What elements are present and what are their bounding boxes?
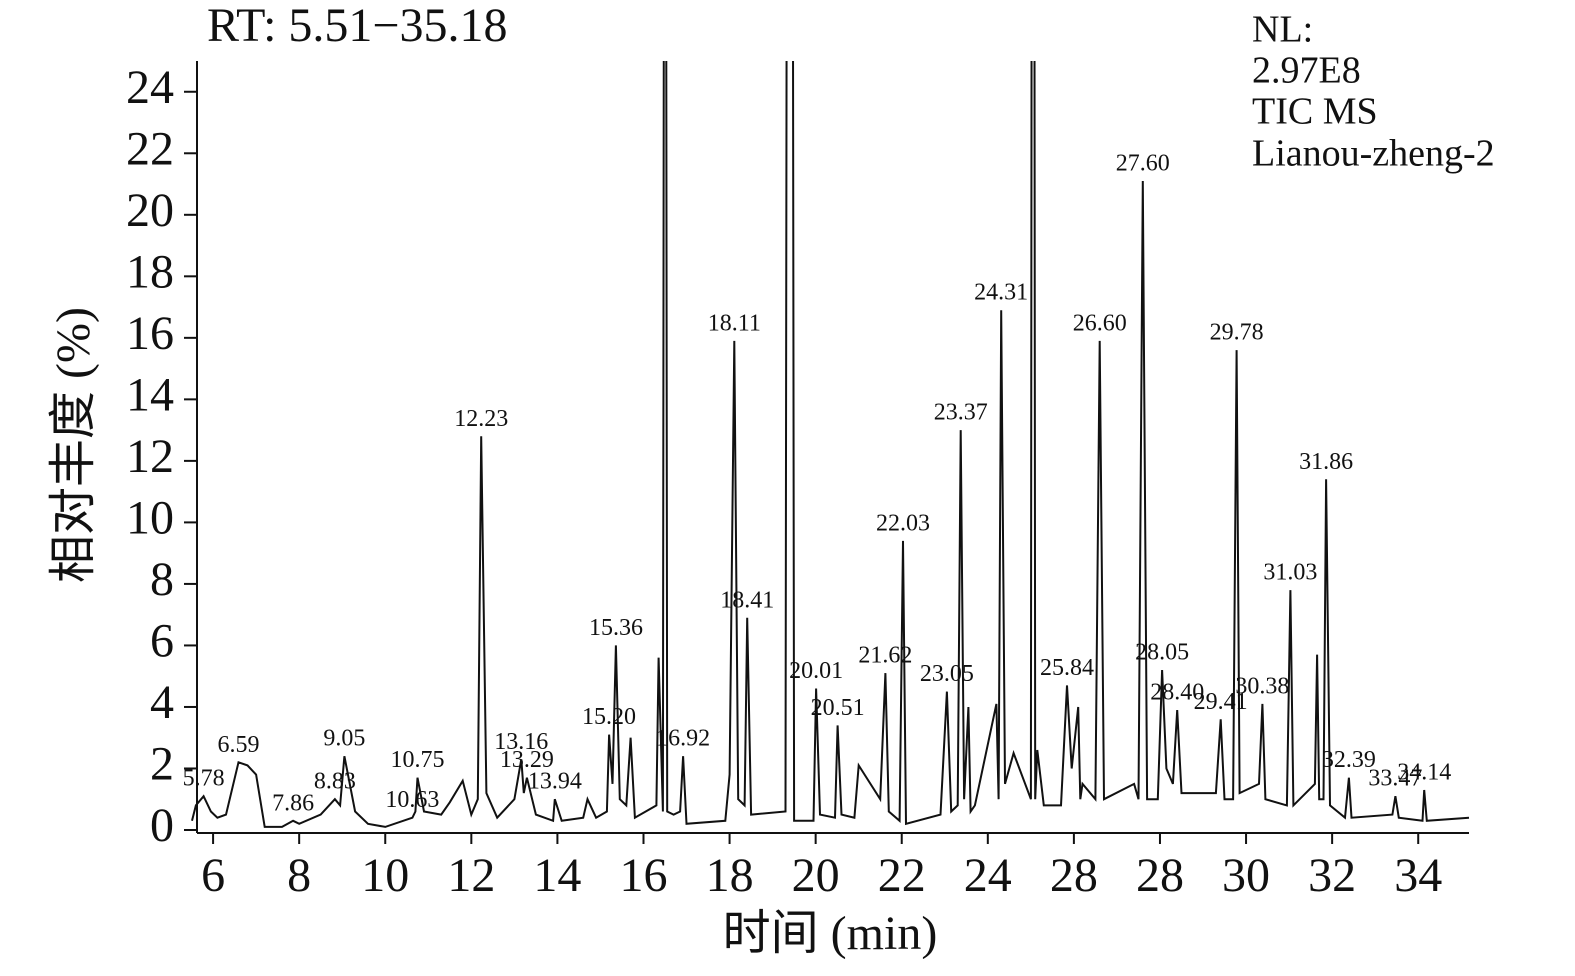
x-tick-label: 28 (1136, 849, 1184, 902)
peak-label: 18.41 (720, 587, 774, 613)
info-line: Lianou-zheng-2 (1252, 133, 1495, 175)
peak-label: 22.03 (876, 510, 930, 536)
x-tick-label: 8 (287, 849, 311, 902)
x-tick-label: 28 (1050, 849, 1098, 902)
info-line: 2.97E8 (1252, 50, 1361, 92)
x-tick-label: 12 (447, 849, 495, 902)
peak-label: 20.01 (789, 658, 843, 684)
trace (191, 61, 1470, 828)
x-tick-label: 6 (201, 849, 225, 902)
peak-label: 8.83 (314, 769, 356, 795)
peak-label: 29.41 (1194, 689, 1248, 715)
x-axis-label: 时间 (min) (723, 907, 938, 960)
peak-label: 23.37 (934, 400, 988, 426)
peak-label: 16.92 (656, 726, 710, 752)
peak-label: 31.86 (1299, 449, 1353, 475)
peak-label: 10.63 (385, 787, 439, 813)
peak-label: 33.47 (1368, 766, 1422, 792)
x-tick-label: 10 (361, 849, 409, 902)
y-tick-label: 22 (126, 122, 174, 175)
y-tick-label: 12 (126, 430, 174, 483)
peak-label: 18.11 (708, 310, 761, 336)
peak-label: 28.40 (1150, 680, 1204, 706)
peak-label: 31.03 (1263, 560, 1317, 586)
peak-label: 24.31 (974, 280, 1028, 306)
peak-label: 23.05 (920, 661, 974, 687)
y-tick-label: 14 (126, 368, 174, 421)
x-tick-label: 22 (878, 849, 926, 902)
peak-label: 13.16 (494, 729, 548, 755)
y-tick-label: 18 (126, 245, 174, 298)
peak-label: 32.39 (1322, 747, 1376, 773)
chart-title: RT: 5.51−35.18 (207, 0, 507, 52)
peak-label: 30.38 (1235, 673, 1289, 699)
peak-label: 13.94 (528, 769, 582, 795)
y-tick-label: 10 (126, 491, 174, 544)
peak-label: 10.75 (391, 747, 445, 773)
peak-label: 27.60 (1116, 150, 1170, 176)
x-tick-label: 18 (706, 849, 754, 902)
peak-label: 12.23 (454, 406, 508, 432)
y-tick-label: 2 (150, 737, 174, 790)
peak-label: 34.14 (1397, 760, 1451, 786)
info-line: NL: (1252, 9, 1313, 51)
peak-label: 26.60 (1073, 310, 1127, 336)
y-axis-label: 相对丰度 (%) (47, 307, 100, 583)
peak-label: 9.05 (323, 726, 365, 752)
x-tick-label: 34 (1394, 849, 1442, 902)
peak-label: 7.86 (272, 790, 314, 816)
peak-label: 5.78 (183, 766, 225, 792)
peak-label: 13.29 (500, 747, 554, 773)
y-tick-label: 4 (150, 676, 174, 729)
x-tick-label: 32 (1308, 849, 1356, 902)
info-line: TIC MS (1252, 91, 1378, 133)
x-tick-label: 14 (533, 849, 581, 902)
peak-label: 25.84 (1040, 655, 1094, 681)
y-tick-label: 24 (126, 61, 174, 114)
peak-label: 20.51 (811, 695, 865, 721)
x-tick-label: 30 (1222, 849, 1270, 902)
peak-label: 6.59 (217, 732, 259, 758)
peak-label: 21.62 (858, 643, 912, 669)
peak-label: 15.20 (582, 704, 636, 730)
peak-label: 15.36 (589, 615, 643, 641)
y-tick-label: 20 (126, 184, 174, 237)
y-tick-label: 16 (126, 307, 174, 360)
y-tick-label: 8 (150, 553, 174, 606)
peak-label: 28.05 (1135, 640, 1189, 666)
x-tick-label: 20 (792, 849, 840, 902)
y-tick-label: 0 (150, 799, 174, 852)
y-tick-label: 6 (150, 614, 174, 667)
x-tick-label: 24 (964, 849, 1012, 902)
x-tick-label: 16 (619, 849, 667, 902)
peak-label: 29.78 (1210, 320, 1264, 346)
